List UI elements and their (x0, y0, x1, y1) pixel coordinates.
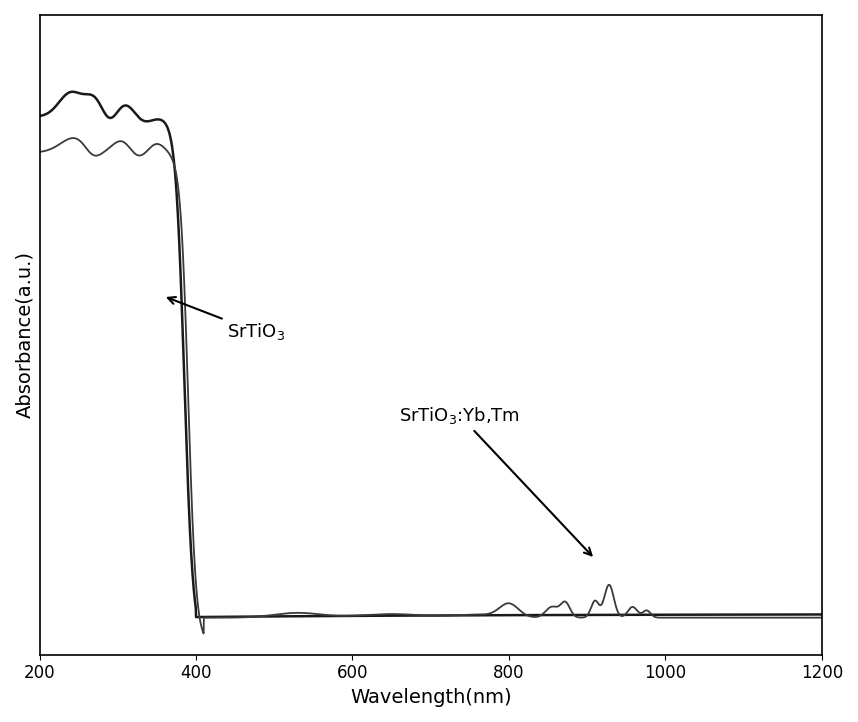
Text: SrTiO$_3$: SrTiO$_3$ (168, 297, 286, 342)
Y-axis label: Absorbance(a.u.): Absorbance(a.u.) (15, 251, 34, 418)
X-axis label: Wavelength(nm): Wavelength(nm) (350, 688, 511, 707)
Text: SrTiO$_3$:Yb,Tm: SrTiO$_3$:Yb,Tm (400, 405, 591, 555)
